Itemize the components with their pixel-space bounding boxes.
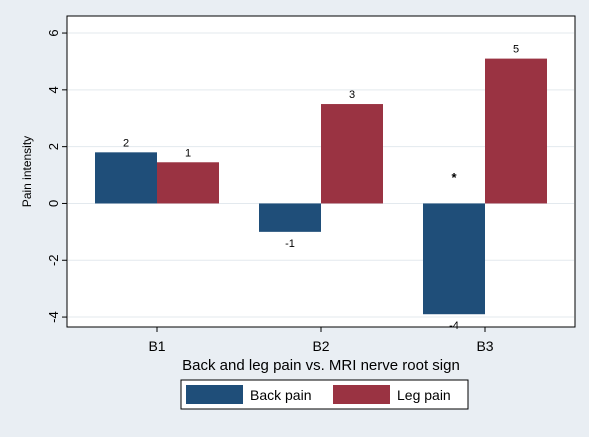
bar-leg-pain-b2 (321, 104, 383, 204)
x-tick-label: B1 (148, 338, 165, 354)
data-label: 3 (349, 89, 355, 101)
legend-swatch-back-pain (186, 385, 243, 404)
data-label: 2 (123, 137, 129, 149)
y-tick-label: 0 (46, 200, 61, 207)
y-axis-title: Pain intensity (20, 136, 34, 207)
x-axis-title: Back and leg pain vs. MRI nerve root sig… (182, 357, 460, 374)
data-label: -1 (285, 238, 295, 250)
y-tick-label: 6 (46, 29, 61, 36)
y-tick-label: -2 (46, 254, 61, 266)
y-tick-label: 4 (46, 86, 61, 93)
y-tick-label: 2 (46, 143, 61, 150)
data-label: -4 (449, 320, 459, 332)
legend-label: Back pain (250, 387, 311, 403)
x-tick-label: B2 (312, 338, 329, 354)
bar-back-pain-b2 (259, 203, 321, 232)
x-tick-label: B3 (476, 338, 493, 354)
bar-leg-pain-b1 (157, 162, 219, 204)
bar-leg-pain-b3 (485, 58, 547, 204)
legend-label: Leg pain (397, 387, 451, 403)
data-label: 1 (185, 147, 191, 159)
significance-marker: * (451, 170, 457, 185)
y-tick-label: -4 (46, 311, 61, 323)
data-label: 5 (513, 44, 519, 56)
bar-back-pain-b3 (423, 203, 485, 315)
legend-box (180, 379, 469, 410)
legend-swatch-leg-pain (333, 385, 390, 404)
bar-back-pain-b1 (95, 152, 157, 204)
